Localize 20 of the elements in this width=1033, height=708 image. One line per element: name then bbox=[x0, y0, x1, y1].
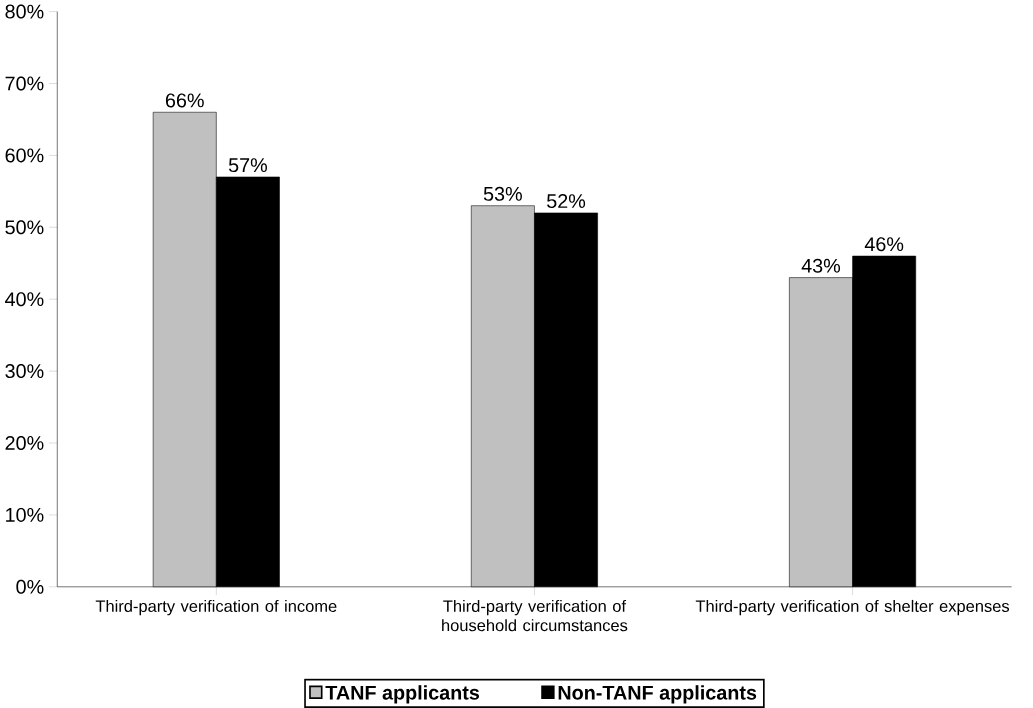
data-label: 66% bbox=[165, 93, 204, 108]
y-tick-label: 0% bbox=[16, 579, 44, 594]
y-tick-label: 10% bbox=[6, 507, 44, 522]
x-tick-label: Third-party verification of shelter expenses bbox=[695, 599, 1010, 616]
legend-label: Non-TANF applicants bbox=[558, 685, 757, 704]
x-tick-label: Third-party verification of household circumstances bbox=[442, 599, 628, 632]
y-tick-label: 50% bbox=[5, 220, 44, 235]
data-label: 57% bbox=[228, 158, 268, 173]
y-tick-label: 20% bbox=[5, 436, 44, 451]
data-label: 43% bbox=[801, 258, 841, 273]
y-tick-label: 60% bbox=[5, 148, 44, 163]
legend-label: TANF applicants bbox=[325, 685, 480, 704]
y-tick-label: 30% bbox=[5, 364, 44, 379]
y-tick-label: 80% bbox=[5, 4, 44, 19]
data-label: 53% bbox=[483, 186, 522, 201]
y-tick-label: 70% bbox=[5, 76, 44, 91]
x-tick-label: Third-party verification of income bbox=[95, 599, 337, 616]
data-label: 52% bbox=[547, 194, 586, 209]
y-tick-label: 40% bbox=[5, 292, 44, 307]
data-label: 46% bbox=[864, 237, 904, 252]
